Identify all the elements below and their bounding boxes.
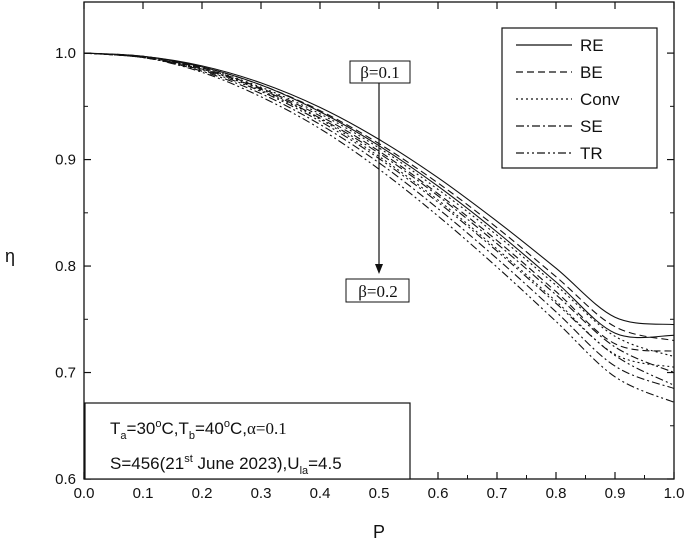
- beta-top-box: [349, 60, 411, 84]
- x-tick-label: 0.3: [251, 485, 272, 502]
- series-line-se-beta-1: [83, 52, 675, 374]
- series-line-tr-beta-1: [83, 52, 675, 386]
- beta-bottom-box: [345, 278, 410, 303]
- legend-box: [501, 27, 658, 169]
- y-tick-label: 0.9: [55, 152, 76, 169]
- conditions-frame: [84, 402, 411, 480]
- series-line-se-beta-2: [83, 52, 675, 390]
- y-tick-label: 0.6: [55, 471, 76, 488]
- legend-label-conv: Conv: [580, 90, 620, 109]
- x-axis-title: P: [373, 522, 385, 542]
- legend-label-re: RE: [580, 36, 604, 55]
- conditions-box: Ta=30oC,Tb=40oC,α=0.1 S=456(21st June 20…: [84, 402, 411, 480]
- legend-label-be: BE: [580, 63, 603, 82]
- x-tick-label: 0.7: [487, 485, 508, 502]
- x-tick-label: 0.8: [546, 485, 567, 502]
- x-tick-label: 0.9: [605, 485, 626, 502]
- beta-top-label: β=0.1: [360, 63, 400, 82]
- x-tick-label: 0.5: [369, 485, 390, 502]
- conditions-line-2: S=456(21st June 2023),Ula=4.5: [110, 453, 342, 477]
- axis-ticks: [83, 2, 675, 480]
- y-tick-label: 0.7: [55, 365, 76, 382]
- legend-label-tr: TR: [580, 144, 603, 163]
- beta-bottom-label: β=0.2: [358, 282, 398, 301]
- axis-tick-labels: 0.0 0.1 0.2 0.3 0.4 0.5 0.6 0.7 0.8 0.9 1.0 0.6 0.7 0…: [55, 45, 684, 502]
- conditions-line-1: Ta=30oC,Tb=40oC,α=0.1: [110, 418, 287, 442]
- x-tick-label: 0.6: [428, 485, 449, 502]
- series-line-re-beta-1: [83, 52, 675, 326]
- legend-label-se: SE: [580, 117, 603, 136]
- x-tick-label: 1.0: [664, 485, 685, 502]
- series-line-be-beta-2: [83, 52, 675, 352]
- beta-arrow-head: [375, 264, 383, 274]
- y-tick-label: 1.0: [55, 45, 76, 62]
- x-tick-label: 0.4: [310, 485, 331, 502]
- y-axis-title: η: [5, 246, 15, 266]
- x-tick-label: 0.2: [192, 485, 213, 502]
- beta-annotation: β=0.1 β=0.2: [345, 60, 411, 303]
- legend: RE BE Conv SE TR: [501, 27, 658, 169]
- x-tick-label: 0.1: [133, 485, 154, 502]
- y-tick-label: 0.8: [55, 258, 76, 275]
- x-tick-label: 0.0: [74, 485, 95, 502]
- series-line-tr-beta-2: [83, 52, 675, 403]
